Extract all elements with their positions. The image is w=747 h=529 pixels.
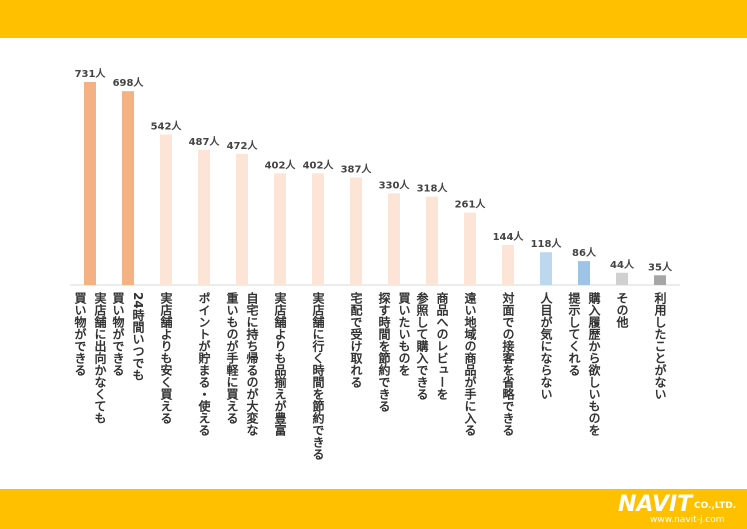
bar [654,275,666,285]
url: www.navit-j.com [650,515,725,525]
bar [502,245,514,285]
value-label: 330人 [379,178,411,191]
category-label: 宅配で受け取れる [349,292,363,388]
header-band [0,0,747,38]
footer-band: NAVIT CO.,LTD. www.navit-j.com [0,489,747,529]
category-label: 買いたいものを 探す時間を節約できる [377,292,411,412]
value-label: 118人 [531,237,563,250]
category-label: 24時間いつでも 買い物ができる [111,292,145,381]
value-label: 318人 [417,182,449,195]
bar [160,134,172,285]
bar [350,177,362,285]
category-label: 購入履歴から欲しいものを 提示してくれる [567,292,601,436]
category-label: 自宅に持ち帰るのが大変な 重いものが手軽に買える [225,292,259,436]
category-label: 実店舗に行く時間を節約できる [311,292,325,460]
category-label: 人目が気にならない [539,292,553,400]
bar [616,272,628,285]
category-label: 対面での接客を省略できる [501,292,515,436]
category-label: 実店舗よりも安く買える [159,292,173,424]
value-label: 472人 [227,139,259,152]
value-label: 35人 [648,260,673,273]
category-label: 利用したことがない [653,292,667,400]
value-label: 487人 [189,135,221,148]
bar [388,193,400,285]
value-label: 698人 [113,76,145,89]
bar [84,82,96,285]
category-label: ポイントが貯まる・使える [197,292,211,436]
bar [198,149,210,285]
category-label: 実店舗よりも品揃えが豊富 [273,292,287,436]
bar [540,252,552,285]
bar [464,212,476,285]
bar [426,196,438,285]
category-label: 商品へのレビューを 参照して購入できる [415,292,449,400]
category-label: その他 [615,292,629,328]
value-label: 731人 [75,67,107,80]
bar [274,173,286,285]
value-label: 144人 [493,230,525,243]
value-label: 86人 [572,246,597,259]
category-label: 実店舗に出向かなくても 買い物ができる [73,292,107,424]
value-label: 402人 [303,158,335,171]
bar [122,91,134,286]
logo: NAVIT [618,492,693,517]
category-label: 遠い地域の商品が手に入る [463,292,477,436]
bar [236,153,248,285]
bar [578,261,590,285]
value-label: 44人 [610,258,635,271]
value-label: 542人 [151,119,183,132]
bar [312,173,324,285]
company: CO.,LTD. [694,501,737,511]
value-label: 402人 [265,158,297,171]
value-label: 387人 [341,163,373,176]
value-label: 261人 [455,198,487,211]
